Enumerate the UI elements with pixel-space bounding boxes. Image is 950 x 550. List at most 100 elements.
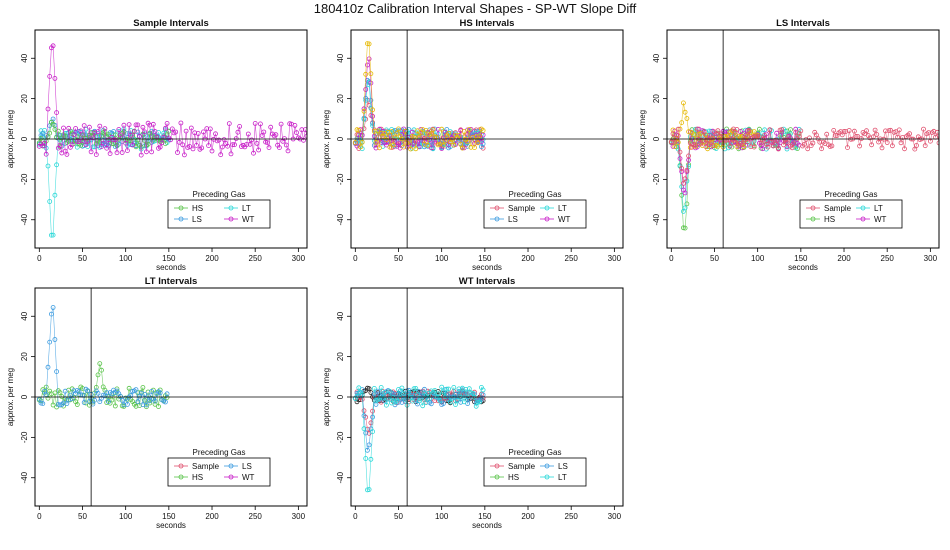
data-point (394, 130, 400, 136)
data-point (370, 414, 376, 420)
data-point (458, 128, 464, 134)
data-point (371, 133, 377, 139)
data-point (370, 429, 376, 435)
data-point (92, 397, 97, 403)
data-point (936, 140, 939, 146)
data-point (703, 144, 709, 149)
x-tick-label: 50 (78, 512, 87, 521)
y-tick-label: 0 (336, 136, 345, 141)
data-point (106, 399, 111, 405)
data-point (440, 401, 446, 406)
data-point (92, 130, 97, 135)
data-point (206, 143, 212, 149)
data-point (43, 384, 49, 390)
legend-title: Preceding Gas (509, 448, 562, 457)
data-point (157, 144, 163, 150)
chart-panel: LT Intervals 0 50 100 150 200 250 300 -40 -20 0 20 4… (6, 276, 308, 530)
data-point (833, 133, 838, 138)
data-point (465, 139, 471, 145)
data-point (389, 400, 395, 406)
data-point (97, 139, 103, 145)
data-point (54, 135, 59, 141)
data-point (845, 145, 850, 151)
data-point (368, 71, 374, 77)
data-point (137, 133, 142, 139)
y-tick-label: -20 (336, 431, 345, 443)
data-point (251, 150, 256, 156)
data-point (684, 116, 690, 121)
series-line (355, 43, 484, 150)
data-point (373, 145, 379, 151)
data-point (846, 128, 852, 133)
data-point (74, 402, 80, 407)
data-point (287, 121, 293, 127)
data-point (377, 395, 382, 401)
data-point (674, 132, 679, 138)
data-point (801, 141, 807, 147)
data-point (387, 144, 393, 150)
data-point (470, 390, 476, 396)
data-point (47, 74, 53, 79)
data-point (382, 389, 388, 395)
legend-label: LS (508, 215, 518, 224)
data-point (437, 398, 443, 404)
data-point (363, 98, 369, 103)
data-point (439, 126, 445, 132)
y-tick-label: 20 (336, 352, 345, 361)
data-point (187, 144, 193, 149)
x-axis-label: seconds (472, 521, 502, 530)
legend-title: Preceding Gas (509, 190, 562, 199)
y-tick-label: 20 (336, 94, 345, 103)
y-axis-label: approx. per meg (638, 110, 647, 168)
y-tick-label: -20 (20, 173, 29, 185)
x-tick-label: 300 (292, 254, 306, 263)
data-point (80, 385, 85, 391)
data-point (40, 401, 46, 407)
data-point (249, 137, 255, 143)
data-point (841, 128, 847, 134)
data-point (864, 128, 869, 134)
legend-swatch-point (544, 216, 550, 222)
x-tick-label: 250 (249, 512, 263, 521)
legend-label: HS (192, 473, 203, 482)
data-point (748, 144, 754, 150)
data-point (373, 139, 379, 145)
legend: Preceding Gas HS LT LS WT (167, 190, 271, 229)
data-point (169, 126, 175, 132)
y-tick-label: -20 (652, 173, 661, 185)
y-tick-label: 20 (20, 94, 29, 103)
data-point (142, 397, 148, 403)
chart-panel: LS Intervals 0 50 100 150 200 250 300 -40 -20 0 20 4… (638, 18, 940, 272)
y-tick-label: -40 (336, 213, 345, 225)
data-point (453, 392, 458, 397)
legend-swatch-point (178, 474, 184, 480)
data-point (779, 127, 785, 133)
legend-swatch-point (544, 463, 550, 469)
x-tick-label: 0 (669, 254, 674, 263)
data-point (444, 386, 450, 392)
data-point (294, 130, 300, 136)
legend-swatch-point (228, 216, 234, 222)
data-point (140, 124, 146, 130)
data-point (245, 131, 251, 137)
data-point (176, 139, 182, 145)
data-point (807, 135, 812, 141)
data-point (757, 126, 762, 132)
data-point (237, 124, 243, 129)
data-point (791, 141, 797, 147)
data-point (361, 108, 367, 114)
data-point (235, 129, 241, 135)
data-point (451, 142, 457, 148)
data-point (430, 127, 436, 133)
data-point (693, 142, 698, 148)
data-point (378, 385, 384, 390)
data-point (890, 143, 895, 149)
data-point (125, 148, 130, 154)
data-point (301, 137, 306, 143)
data-point (679, 120, 685, 125)
data-point (50, 402, 56, 408)
data-point (375, 388, 381, 394)
panel-title: Sample Intervals (133, 18, 209, 29)
data-point (762, 132, 767, 138)
